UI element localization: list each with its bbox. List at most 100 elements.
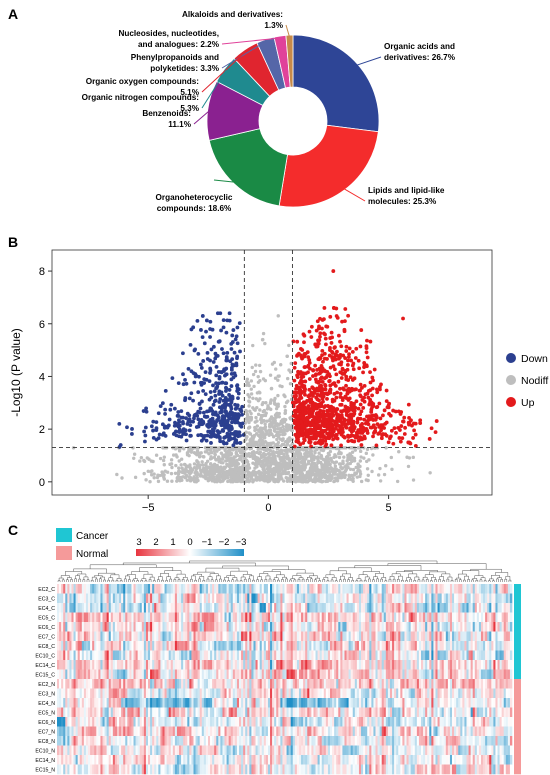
heatmap-cell (162, 584, 165, 594)
heatmap-cell (77, 603, 81, 613)
heatmap-cell (358, 584, 362, 594)
heatmap-cell (377, 593, 380, 604)
heatmap-cell (241, 641, 244, 651)
heatmap-cell (191, 584, 194, 594)
point-nodiff (288, 416, 292, 420)
heatmap-cell (404, 603, 407, 613)
point-up (377, 431, 382, 435)
heatmap-cell (121, 612, 124, 623)
heatmap-cell (408, 603, 411, 613)
heatmap-cell (241, 622, 244, 632)
heatmap-cell (57, 612, 60, 623)
point-up (372, 367, 377, 372)
point-nodiff (225, 452, 230, 456)
heatmap-cell (135, 641, 138, 651)
point-down (195, 318, 200, 323)
heatmap-cell (183, 584, 186, 594)
heatmap-cell (389, 631, 393, 642)
point-nodiff (216, 455, 221, 459)
heatmap-cell (170, 641, 174, 651)
heatmap-cell (226, 622, 229, 632)
donut-slice (278, 124, 379, 208)
point-nodiff (281, 465, 285, 469)
point-down (194, 425, 199, 429)
heatmap-cell (394, 593, 397, 604)
heatmap-cell (228, 631, 232, 642)
point-nodiff (220, 470, 224, 474)
heatmap-cell (292, 612, 296, 623)
point-nodiff (273, 402, 277, 406)
heatmap-cell (489, 603, 492, 613)
point-nodiff (262, 469, 267, 473)
heatmap-cell (228, 641, 232, 651)
heatmap-cell (94, 622, 97, 632)
heatmap-cell (230, 584, 234, 594)
point-up (356, 416, 360, 421)
heatmap-cell (166, 584, 169, 594)
heatmap-cell (164, 584, 167, 594)
point-nodiff (337, 462, 342, 466)
heatmap-cell (114, 622, 118, 632)
point-nodiff (278, 452, 282, 456)
heatmap-cell (234, 603, 238, 613)
heatmap-cell (315, 631, 318, 642)
point-up (314, 406, 319, 411)
point-up (336, 428, 341, 433)
heatmap-cell (241, 631, 244, 642)
heatmap-cell (307, 612, 310, 623)
point-up (343, 319, 347, 324)
point-up (375, 422, 380, 427)
heatmap-cell (162, 612, 165, 623)
heatmap-cell (57, 593, 60, 604)
heatmap-cell (340, 612, 343, 623)
heatmap-cell (301, 603, 304, 613)
heatmap-cell (92, 603, 95, 613)
heatmap-cell (67, 631, 70, 642)
point-nodiff (275, 437, 279, 442)
point-up (334, 372, 339, 377)
point-up (413, 421, 418, 426)
point-nodiff (272, 420, 277, 425)
heatmap-cell (340, 631, 343, 642)
point-up (407, 415, 411, 420)
heatmap-cell (88, 584, 91, 594)
point-up (413, 432, 418, 437)
point-nodiff (235, 466, 240, 471)
heatmap-cell (92, 631, 95, 642)
heatmap-cell (183, 612, 186, 623)
heatmap-cell (119, 584, 122, 594)
point-down (201, 388, 206, 393)
heatmap-cell (183, 593, 186, 604)
point-up (358, 437, 363, 442)
heatmap-cell (485, 631, 488, 642)
point-up (365, 391, 370, 396)
y-axis-title: -Log10 (P value) (9, 328, 23, 417)
point-up (295, 417, 300, 422)
point-nodiff (185, 451, 190, 455)
heatmap-cell (104, 612, 107, 623)
point-nodiff (240, 478, 244, 483)
heatmap-cell (61, 631, 64, 642)
heatmap-cell (315, 584, 318, 594)
heatmap-cell (239, 593, 242, 604)
point-nodiff (272, 398, 277, 403)
heatmap-cell (449, 584, 453, 594)
heatmap-cell (67, 603, 70, 613)
heatmap-cell (449, 631, 453, 642)
point-nodiff (217, 460, 221, 464)
heatmap-cell (454, 603, 457, 613)
point-nodiff (247, 404, 251, 408)
heatmap-cell (443, 584, 447, 594)
heatmap-cell (296, 584, 300, 594)
heatmap-cell (249, 641, 252, 651)
heatmap-cell (375, 631, 378, 642)
point-up (344, 383, 348, 388)
point-down (197, 374, 201, 379)
point-down (205, 350, 210, 355)
point-down (181, 351, 185, 356)
heatmap-cell (265, 584, 269, 594)
color-scale (136, 549, 244, 556)
heatmap-cell (214, 622, 217, 632)
heatmap-cell (170, 584, 174, 594)
heatmap-cell (234, 622, 238, 632)
